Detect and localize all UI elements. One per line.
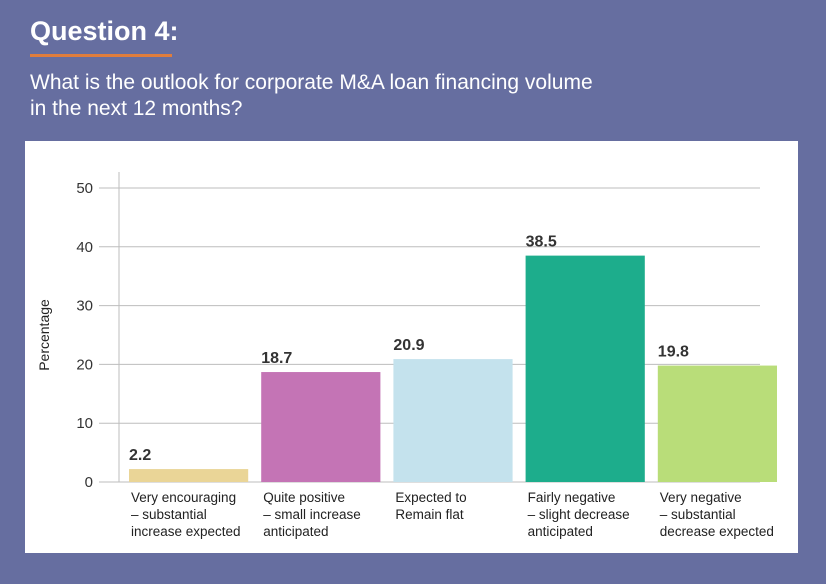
bar-chart: 0 10 20 30 40 50 Percentage 2.2 Very encouraging… [36,172,777,539]
category-label: Very negative [660,490,742,505]
category-label: – substantial [131,507,207,522]
category-label: – small increase [263,507,361,522]
y-tick-label: 30 [76,298,93,315]
category-label: anticipated [263,524,328,539]
category-label: decrease expected [660,524,774,539]
bar [129,469,249,482]
data-label: 18.7 [261,350,292,367]
bar [525,255,645,482]
y-tick-label: 20 [76,356,93,373]
bar [261,372,381,482]
bar [393,359,513,482]
data-label: 19.8 [658,344,689,361]
y-tick-label: 40 [76,239,93,256]
category-label: – slight decrease [528,507,630,522]
data-label: 38.5 [526,234,557,251]
y-tick-label: 50 [76,180,93,197]
question-line: in the next 12 months? [30,97,243,120]
heading-underline [30,54,172,57]
category-label: – substantial [660,507,736,522]
question-heading: Question 4: [30,16,179,46]
question-line: What is the outlook for corporate M&A lo… [30,71,593,94]
category-label: increase expected [131,524,241,539]
bar [657,365,777,482]
y-tick-label: 10 [76,415,93,432]
category-label: Fairly negative [528,490,616,505]
y-axis-label: Percentage [36,299,52,371]
data-label: 20.9 [393,337,424,354]
category-label: Quite positive [263,490,345,505]
category-label: anticipated [528,524,593,539]
category-label: Remain flat [395,507,464,522]
category-label: Expected to [395,490,466,505]
chart-panel: 0 10 20 30 40 50 Percentage 2.2 Very encouraging… [25,141,798,553]
category-label: Very encouraging [131,490,236,505]
data-label: 2.2 [129,447,151,464]
question-text: What is the outlook for corporate M&A lo… [30,70,790,122]
y-tick-label: 0 [85,474,93,491]
